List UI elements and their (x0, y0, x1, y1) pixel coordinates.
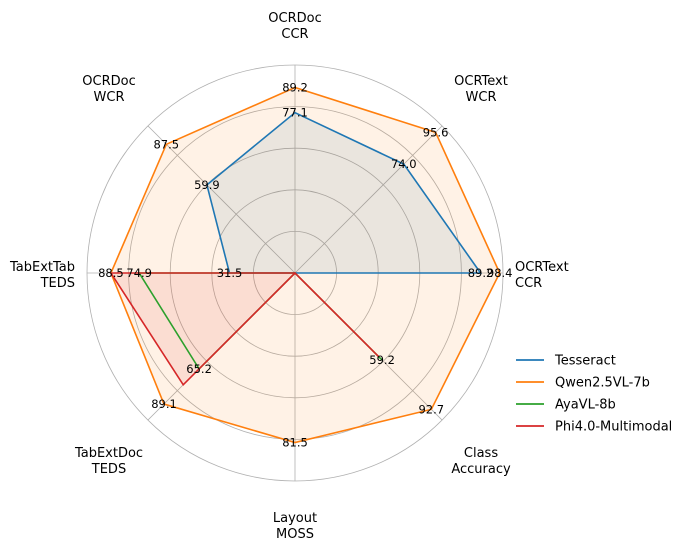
legend-entry: Qwen2.5VL-7b (516, 376, 650, 391)
series-line-phi4-0-multimodal (109, 271, 380, 387)
legend-entry: AyaVL-8b (516, 398, 616, 413)
axis-label-line2: CCR (281, 27, 308, 42)
grid-spoke (147, 125, 296, 274)
data-label: 92.7 (418, 402, 444, 416)
data-label: 59.9 (194, 178, 220, 192)
data-label: 65.2 (186, 362, 212, 376)
axis-label-line2: MOSS (276, 527, 314, 542)
data-label: 88.5 (98, 266, 124, 280)
axis-label-line2: Accuracy (451, 462, 511, 477)
data-labels: 98.489.295.674.089.277.187.559.988.5 74.9… (98, 81, 512, 450)
axis-label-line1: OCRText (454, 74, 508, 89)
axis-labels: OCRTextCCROCRTextWCROCRDocCCROCRDocWCRTa… (9, 11, 569, 542)
data-label: 74.0 (391, 157, 417, 171)
data-label: 89.2 (282, 81, 308, 95)
series-fills (110, 87, 500, 443)
data-label: 74.9 (126, 266, 152, 280)
legend: Tesseract Qwen2.5VL-7b AyaVL-8b Phi4.0-Mult… (516, 354, 672, 435)
grid-spoke (294, 125, 443, 274)
axis-label-line1: Class (464, 446, 498, 461)
legend-label: Phi4.0-Multimodal (555, 420, 672, 435)
axis-label-line1: OCRDoc (268, 11, 321, 26)
legend-entry: Tesseract (516, 354, 616, 369)
data-label: 87.5 (153, 137, 179, 151)
data-label: 59.2 (369, 353, 395, 367)
axis-label-line2: WCR (466, 90, 497, 105)
data-label: 95.6 (423, 125, 449, 139)
series-fill-tesseract (206, 112, 481, 273)
legend-entry: Phi4.0-Multimodal (516, 420, 672, 435)
axis-label-line1: OCRDoc (82, 74, 135, 89)
series-fill-qwen2-5vl-7b (110, 87, 500, 443)
series-lines (109, 86, 501, 444)
data-label: 77.1 (282, 106, 308, 120)
series-fill-phi4-0-multimodal (110, 273, 379, 385)
data-label: 81.5 (282, 436, 308, 450)
data-label: 98.4 (487, 266, 513, 280)
legend-label: Tesseract (554, 354, 616, 369)
axis-label-line2: WCR (94, 90, 125, 105)
axis-label-line2: TEDS (91, 462, 126, 477)
legend-label: AyaVL-8b (555, 398, 616, 413)
axis-label-line1: TabExtTab (9, 260, 75, 275)
axis-label-line1: TabExtDoc (74, 446, 143, 461)
axis-label-line1: OCRText (515, 260, 569, 275)
data-label: 89.1 (151, 397, 177, 411)
data-label: 89.2 (468, 266, 494, 280)
axis-label-line1: Layout (273, 511, 317, 526)
axis-label-line2: TEDS (40, 276, 75, 291)
data-label: 31.5 (217, 266, 243, 280)
legend-label: Qwen2.5VL-7b (555, 376, 650, 391)
axis-label-line2: CCR (515, 276, 542, 291)
